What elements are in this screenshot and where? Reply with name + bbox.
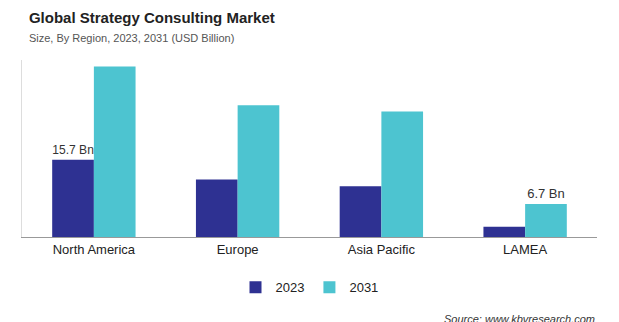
svg-text:North America: North America [53,242,136,257]
svg-text:LAMEA: LAMEA [503,242,547,257]
svg-text:Global Strategy Consulting Mar: Global Strategy Consulting MarketSize, B… [29,9,275,45]
svg-text:Source: www.kbvresearch.com: Source: www.kbvresearch.com [444,313,595,322]
svg-text:2031: 2031 [349,280,378,295]
svg-text:15.7 Bn: 15.7 Bn [52,143,94,157]
svg-text:6.7 Bn: 6.7 Bn [527,186,565,201]
svg-text:2023: 2023 [276,280,305,295]
svg-text:Asia Pacific: Asia Pacific [348,242,416,257]
svg-text:Europe: Europe [217,242,259,257]
